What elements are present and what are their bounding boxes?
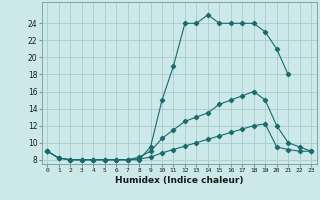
- X-axis label: Humidex (Indice chaleur): Humidex (Indice chaleur): [115, 176, 244, 185]
